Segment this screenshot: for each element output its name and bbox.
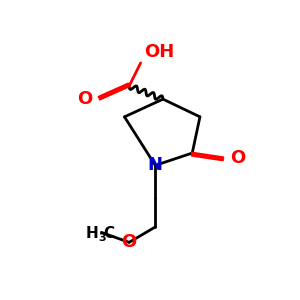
Text: O: O	[122, 233, 137, 251]
Text: O: O	[77, 90, 92, 108]
Text: C: C	[103, 226, 114, 242]
Text: H: H	[85, 226, 98, 242]
Text: 3: 3	[98, 233, 106, 243]
Text: N: N	[148, 156, 163, 174]
Text: O: O	[230, 149, 245, 167]
Text: OH: OH	[144, 43, 174, 61]
